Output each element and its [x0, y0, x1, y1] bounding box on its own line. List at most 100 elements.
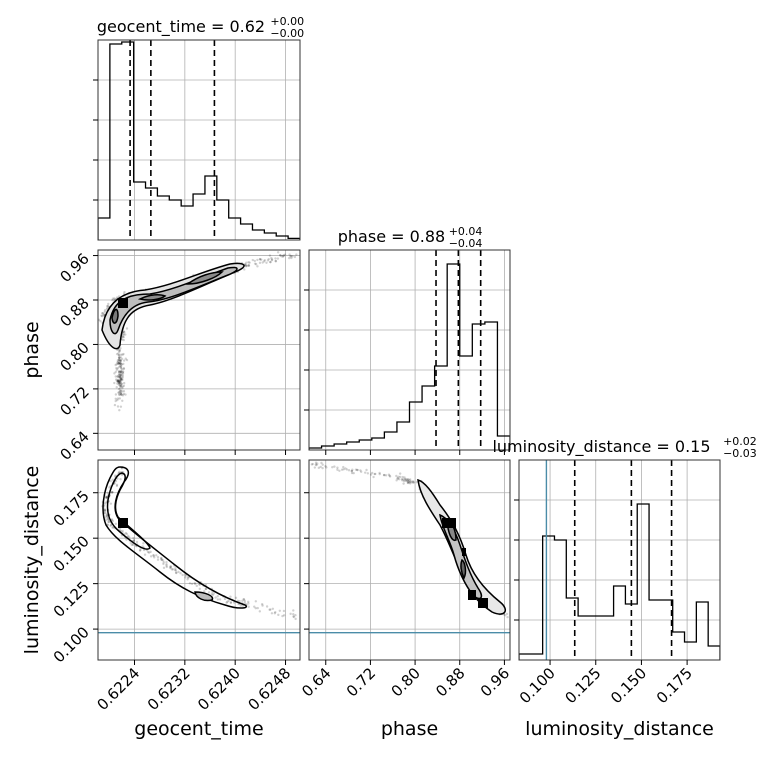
- sample-point: [127, 534, 130, 538]
- sample-point: [269, 260, 272, 264]
- sample-point: [283, 253, 287, 256]
- sample-point: [125, 327, 129, 330]
- sample-point: [121, 378, 124, 382]
- sample-point: [119, 370, 122, 374]
- sample-point: [119, 384, 122, 388]
- sample-point: [170, 568, 174, 571]
- hist-panel-luminosity_distance: [519, 460, 720, 660]
- sample-point: [122, 359, 126, 362]
- sample-point: [169, 565, 173, 569]
- sample-point: [165, 560, 168, 564]
- sample-point: [138, 549, 142, 552]
- panel-title: luminosity_distance = 0.15: [492, 437, 710, 457]
- sample-point: [120, 473, 124, 476]
- sample-point: [408, 481, 411, 484]
- sample-point: [260, 602, 264, 606]
- density-contour: [417, 478, 507, 615]
- sample-point: [118, 470, 121, 473]
- density-contour: [137, 294, 167, 301]
- sample-point: [227, 599, 230, 603]
- sample-point: [110, 518, 114, 521]
- sample-point: [152, 554, 155, 557]
- sample-point: [269, 608, 272, 611]
- sample-point: [141, 545, 144, 548]
- sample-point: [103, 509, 107, 512]
- y-tick-label: 0.72: [56, 383, 92, 419]
- sample-point: [119, 477, 122, 481]
- sample-point: [119, 390, 122, 393]
- sample-point: [111, 519, 115, 523]
- sample-point: [105, 514, 108, 517]
- sample-point: [118, 362, 122, 365]
- sample-point: [102, 313, 105, 316]
- sample-point: [247, 602, 250, 605]
- panel-frame: [97, 249, 301, 451]
- sample-point: [387, 473, 391, 476]
- sample-point: [378, 471, 381, 475]
- sample-point: [193, 581, 196, 585]
- sample-point: [162, 566, 166, 570]
- sample-point: [107, 520, 111, 524]
- density-contour: [111, 308, 119, 324]
- sample-point: [103, 509, 107, 512]
- sample-point: [282, 254, 286, 257]
- sample-point: [276, 257, 280, 260]
- sample-point: [294, 614, 297, 617]
- sample-point: [111, 491, 114, 494]
- sample-point: [118, 361, 121, 365]
- sample-point: [120, 357, 124, 361]
- sample-point: [160, 558, 163, 562]
- sample-point: [116, 398, 119, 402]
- sample-point: [107, 520, 110, 524]
- sample-point: [119, 370, 123, 373]
- sample-point: [116, 380, 119, 383]
- sample-point: [226, 600, 229, 604]
- sample-point: [345, 468, 349, 471]
- sample-point: [106, 304, 110, 308]
- sample-point: [122, 367, 125, 371]
- sample-point: [117, 358, 120, 362]
- sample-point: [113, 372, 116, 375]
- sample-point: [119, 381, 122, 384]
- sample-point: [122, 366, 126, 370]
- sample-point: [121, 371, 124, 374]
- x-tick-label: 0.80: [388, 664, 424, 700]
- sample-point: [128, 536, 131, 539]
- sample-point: [280, 255, 283, 258]
- sample-point: [363, 471, 367, 474]
- sample-point: [338, 469, 341, 473]
- sample-point: [106, 305, 109, 308]
- sample-point: [355, 468, 359, 472]
- sample-point: [373, 472, 376, 476]
- sample-point: [333, 465, 336, 468]
- sample-point: [119, 380, 122, 383]
- sample-point: [109, 523, 113, 527]
- sample-point: [118, 381, 121, 385]
- sample-point: [110, 491, 114, 494]
- sample-point: [125, 538, 128, 541]
- sample-point: [121, 385, 124, 388]
- sample-point: [247, 605, 250, 608]
- sample-point: [165, 565, 168, 569]
- sample-point: [121, 335, 124, 338]
- sample-point: [116, 374, 120, 378]
- sample-point: [119, 362, 122, 366]
- sample-point: [111, 478, 114, 481]
- sample-point: [179, 571, 182, 575]
- sample-point: [244, 265, 248, 268]
- sample-point: [121, 377, 124, 381]
- sample-point: [119, 373, 122, 376]
- sample-point: [107, 302, 110, 306]
- sample-point: [114, 522, 118, 526]
- sample-point: [119, 374, 123, 377]
- sample-point: [122, 333, 125, 337]
- sample-point: [124, 531, 128, 535]
- sample-point: [117, 362, 121, 365]
- sample-point: [374, 472, 377, 476]
- sample-point: [278, 609, 282, 612]
- sample-point: [118, 361, 121, 365]
- y-tick-label: 0.125: [50, 578, 93, 621]
- sample-point: [260, 258, 263, 261]
- density-contour: [109, 266, 238, 335]
- sample-point: [395, 474, 398, 478]
